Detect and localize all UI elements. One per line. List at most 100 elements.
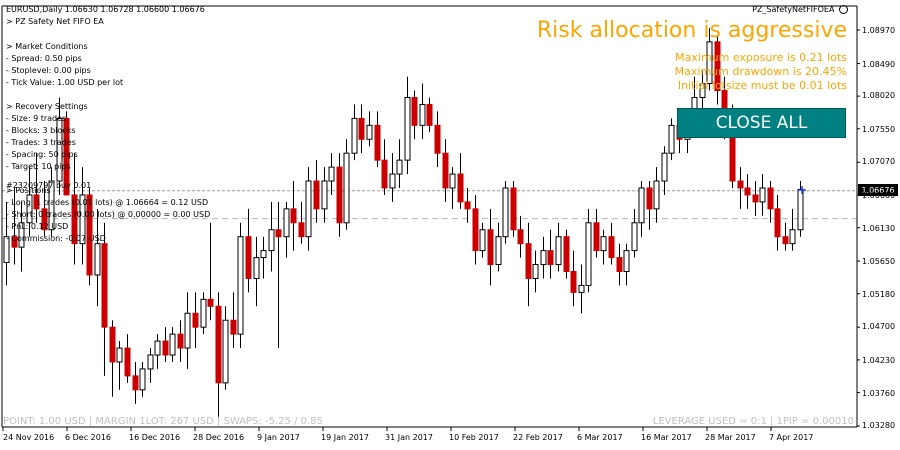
- candle: [699, 69, 706, 112]
- x-tick-label: 24 Nov 2016: [3, 433, 55, 442]
- candle: [396, 139, 403, 188]
- candle: [109, 320, 116, 397]
- info-panel: > Market Conditions - Spread: 0.50 pips …: [6, 41, 210, 245]
- candle: [11, 187, 18, 265]
- candle: [147, 348, 154, 383]
- candle: [200, 292, 207, 335]
- candle: [578, 264, 585, 314]
- x-tick-label: 6 Mar 2017: [577, 433, 623, 442]
- candle: [426, 97, 433, 133]
- y-tick-marks: [857, 29, 860, 427]
- y-tick-label: 1.06130: [862, 224, 896, 233]
- y-tick-label: 1.03760: [862, 389, 896, 398]
- candle: [63, 111, 70, 196]
- candle: [321, 167, 328, 223]
- candle: [638, 181, 645, 237]
- candle: [464, 187, 471, 223]
- candle: [759, 174, 766, 216]
- candle: [487, 208, 494, 286]
- candle: [600, 229, 607, 265]
- candle: [298, 201, 305, 244]
- candle: [593, 208, 600, 258]
- candle: [653, 167, 660, 223]
- candle: [608, 222, 615, 265]
- candle: [744, 174, 751, 209]
- candle: [366, 111, 373, 147]
- long-positions-text: - Long: 1 trades (0.01 lots) @ 1.06664 =…: [6, 198, 209, 207]
- candle: [623, 243, 630, 286]
- candle: [328, 153, 335, 195]
- candle: [132, 361, 139, 404]
- ea-badge-label: PZ_SafetyNetFIFOEA: [752, 5, 835, 14]
- risk-allocation-title: Risk allocation is aggressive: [536, 18, 847, 43]
- candle: [434, 111, 441, 168]
- candle: [56, 97, 63, 195]
- positions-title: > Positions: [6, 186, 51, 195]
- y-tick-label: 1.04230: [862, 356, 896, 365]
- candle: [449, 167, 456, 209]
- candle: [374, 111, 381, 168]
- candle: [752, 181, 759, 216]
- candle: [3, 201, 10, 286]
- candle: [525, 222, 532, 307]
- y-tick-label: 1.08490: [862, 60, 896, 69]
- order-label[interactable]: #23209797 buy 0.01: [6, 181, 92, 190]
- candle: [71, 153, 78, 265]
- candle: [502, 181, 509, 244]
- y-tick-label: 1.04700: [862, 322, 896, 331]
- y-tick-label: 1.08970: [862, 26, 896, 35]
- footer-leverage-info: LEVERAGE USED = 0:1 | 1PIP = 0.00010: [652, 416, 854, 427]
- x-tick-label: 28 Dec 2016: [193, 433, 245, 442]
- x-tick-label: 28 Mar 2017: [705, 433, 756, 442]
- candle: [714, 34, 721, 105]
- candle: [169, 327, 176, 362]
- candle: [563, 229, 570, 279]
- candle: [570, 250, 577, 307]
- candle: [774, 194, 781, 251]
- candle: [646, 181, 653, 230]
- candle: [381, 139, 388, 195]
- candle: [616, 243, 623, 286]
- candle: [207, 222, 214, 321]
- candle: [245, 208, 252, 293]
- candle: [343, 139, 350, 230]
- candle: [124, 334, 131, 383]
- candle: [94, 208, 101, 307]
- candle: [162, 327, 169, 362]
- y-tick-label: 1.07070: [862, 157, 896, 166]
- x-tick-label: 31 Jan 2017: [385, 433, 433, 442]
- candle: [668, 118, 675, 161]
- candle: [495, 222, 502, 272]
- candle: [215, 292, 222, 418]
- spacing-text: - Spacing: 50 pips: [6, 150, 78, 159]
- candle: [177, 320, 184, 362]
- y-tick-label: 1.03280: [862, 421, 896, 430]
- candle: [222, 306, 229, 390]
- short-positions-text: - Short: 0 trades (0.00 lots) @ 0.00000 …: [6, 210, 211, 219]
- candle: [275, 201, 282, 349]
- candle: [48, 167, 55, 237]
- close-all-button[interactable]: CLOSE ALL: [677, 108, 846, 138]
- target-text: - Target: 10 pips: [6, 162, 71, 171]
- candle: [540, 236, 547, 279]
- candle: [472, 194, 479, 265]
- candle: [782, 222, 789, 251]
- smiley-icon: [839, 5, 848, 14]
- commission-text: - Commission: -0.07 USD: [6, 234, 106, 243]
- recovery-settings-title: > Recovery Settings: [6, 102, 88, 111]
- blocks-text: - Blocks: 3 blocks: [6, 126, 76, 135]
- pnl-text: - PnL: 0.12 USD: [6, 222, 69, 231]
- candle: [290, 181, 297, 251]
- y-tick-label: 1.08020: [862, 91, 896, 100]
- y-tick-label: 1.07550: [862, 125, 896, 134]
- candle: [184, 292, 191, 369]
- candle: [336, 153, 343, 237]
- symbol-ohlc-line: EURUSD,Daily 1.06630 1.06728 1.06600 1.0…: [6, 5, 205, 14]
- candle: [479, 222, 486, 258]
- x-tick-label: 16 Dec 2016: [129, 433, 181, 442]
- ea-badge[interactable]: PZ_SafetyNetFIFOEA: [752, 5, 848, 14]
- candle: [706, 27, 713, 91]
- candle: [41, 181, 48, 237]
- tick-value-text: - Tick Value: 1.00 USD per lot: [6, 78, 124, 87]
